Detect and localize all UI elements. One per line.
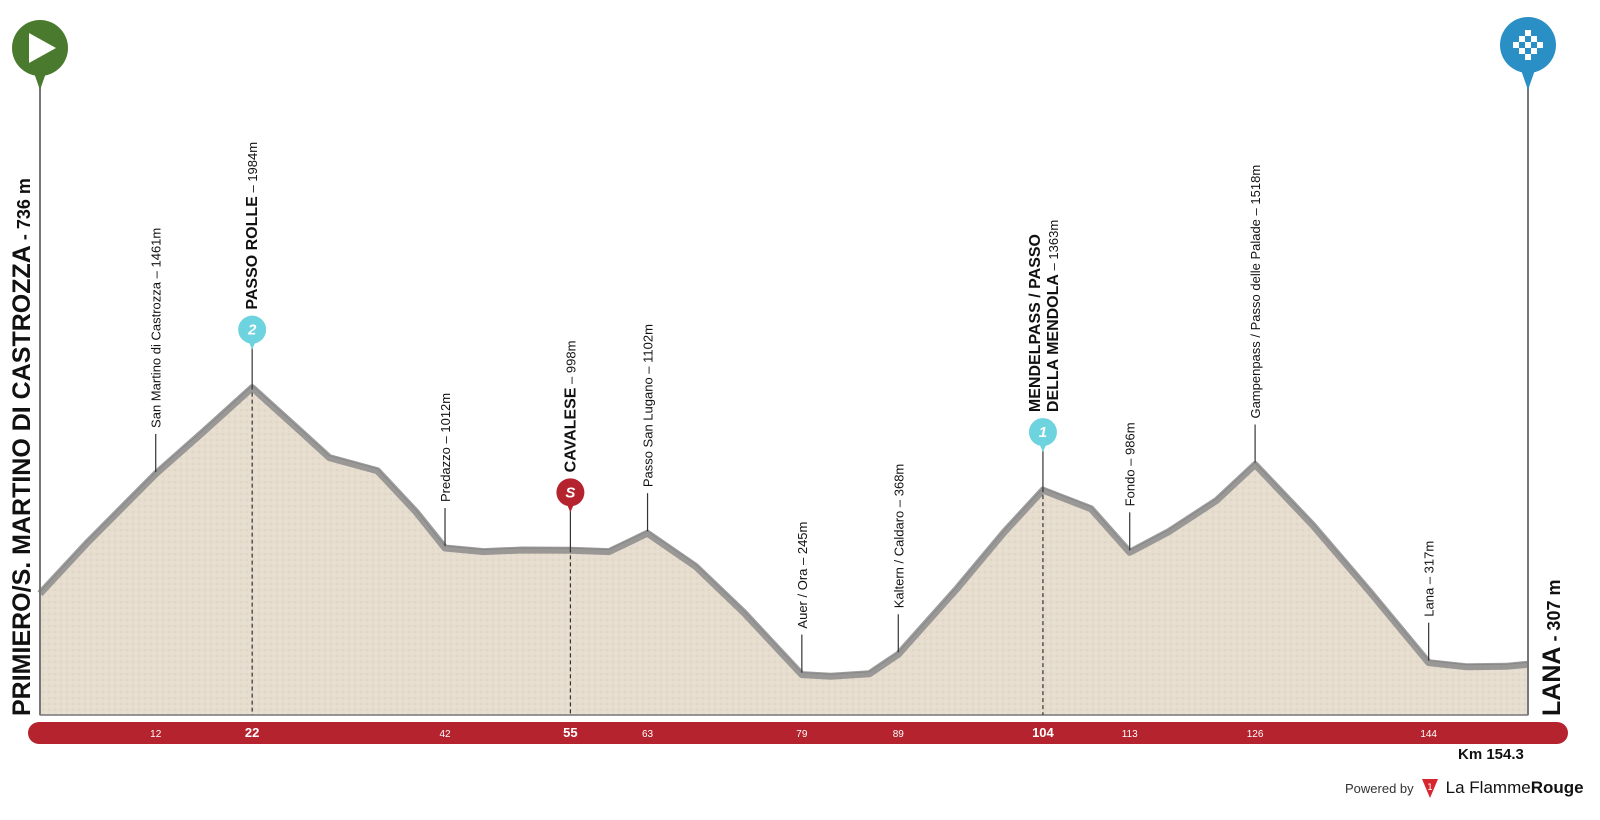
separator: – <box>438 433 453 447</box>
point-name: CAVALESE <box>562 387 579 472</box>
point-elevation: 986m <box>1123 422 1138 455</box>
start-label: PRIMIERO/S. MARTINO DI CASTROZZA - 736 m <box>8 178 36 716</box>
svg-text:1: 1 <box>1427 783 1433 793</box>
point-label: Lana – 317m <box>1422 541 1437 617</box>
km-tick-label: 104 <box>1032 725 1054 740</box>
powered-by-text: Powered by <box>1345 780 1414 796</box>
separator: – <box>245 182 260 196</box>
start-marker <box>12 20 68 90</box>
point-label: Kaltern / Caldaro – 368m <box>891 464 906 609</box>
separator: – <box>795 554 810 568</box>
point-name: MENDELPASS / PASSO <box>1027 234 1044 412</box>
point-name: Fondo <box>1123 469 1138 506</box>
finish-name: LANA <box>1538 646 1566 716</box>
separator: – <box>1248 205 1263 219</box>
km-tick-label: 55 <box>563 725 577 740</box>
point-elevation: 998m <box>563 341 578 374</box>
point-name: Gampenpass / Passo delle Palade <box>1248 219 1263 418</box>
point-elevation: 368m <box>891 464 906 497</box>
finish-altitude: 307 m <box>1544 579 1564 631</box>
start-name: PRIMIERO/S. MARTINO DI CASTROZZA <box>8 245 36 716</box>
point-label: CAVALESE – 998m <box>562 341 579 473</box>
point-label: San Martino di Castrozza – 1461m <box>149 228 164 428</box>
climb-category-badge <box>1028 418 1057 447</box>
point-label: Auer / Ora – 245m <box>795 522 810 629</box>
start-altitude: 736 m <box>14 178 34 230</box>
point-label: MENDELPASS / PASSODELLA MENDOLA – 1363m <box>1027 220 1062 412</box>
badge-label: 1 <box>1039 424 1047 441</box>
point-elevation: 1012m <box>438 393 453 433</box>
total-distance: Km 154.3 <box>1458 746 1524 763</box>
km-tick-label: 79 <box>796 729 808 740</box>
badge-label: S <box>565 484 575 501</box>
point-elevation: 1518m <box>1248 165 1263 205</box>
finish-marker <box>1500 17 1556 90</box>
point-label: Predazzo – 1012m <box>438 393 453 502</box>
km-tick-label: 42 <box>439 729 451 740</box>
point-label: PASSO ROLLE – 1984m <box>244 142 261 310</box>
point-name: Passo San Lugano <box>641 377 656 487</box>
distance-bar <box>28 722 1568 744</box>
point-name: Kaltern / Caldaro <box>891 511 906 609</box>
point-elevation: 1363m <box>1046 220 1061 260</box>
separator: – <box>1123 455 1138 469</box>
separator: – <box>1046 260 1061 274</box>
separator: – <box>563 373 578 387</box>
brand-name-b: Rouge <box>1530 778 1584 797</box>
km-tick-label: 22 <box>245 725 259 740</box>
sprint-badge-icon <box>556 478 585 507</box>
separator: – <box>641 363 656 377</box>
point-elevation: 245m <box>795 522 810 555</box>
separator: – <box>1422 573 1437 587</box>
badge-label: 2 <box>247 322 257 339</box>
brand-name-a: La Flamme <box>1445 778 1531 797</box>
point-name: PASSO ROLLE <box>244 196 261 310</box>
point-label: Gampenpass / Passo delle Palade – 1518m <box>1248 165 1263 419</box>
separator: – <box>149 268 164 282</box>
point-name: Lana <box>1422 587 1437 617</box>
point-elevation: 1102m <box>641 324 656 363</box>
point-label: Fondo – 986m <box>1123 422 1138 506</box>
flamme-rouge-logo-icon: 1 <box>1421 779 1438 798</box>
separator: – <box>891 496 906 510</box>
point-name: Predazzo <box>438 447 453 502</box>
point-label: Passo San Lugano – 1102m <box>641 324 656 487</box>
point-elevation: 317m <box>1422 541 1437 574</box>
finish-label: LANA - 307 m <box>1538 579 1566 716</box>
checkered-flag-icon <box>1513 30 1543 60</box>
elevation-area <box>39 384 1529 716</box>
play-icon <box>29 33 56 63</box>
km-tick-label: 12 <box>150 729 162 740</box>
point-name: DELLA MENDOLA <box>1045 274 1062 413</box>
km-tick-label: 126 <box>1247 729 1264 740</box>
point-name: San Martino di Castrozza <box>149 281 164 428</box>
km-tick-label: 144 <box>1420 729 1437 740</box>
km-tick-label: 63 <box>642 729 654 740</box>
km-tick-label: 89 <box>893 729 905 740</box>
point-elevation: 1461m <box>149 228 164 268</box>
km-tick-label: 113 <box>1122 729 1138 740</box>
climb-category-badge <box>238 315 267 344</box>
point-name: Auer / Ora <box>795 568 810 629</box>
powered-by[interactable]: Powered by 1 La FlammeRouge <box>1345 778 1584 798</box>
elevation-ridge <box>37 384 1529 680</box>
point-elevation: 1984m <box>245 142 260 182</box>
